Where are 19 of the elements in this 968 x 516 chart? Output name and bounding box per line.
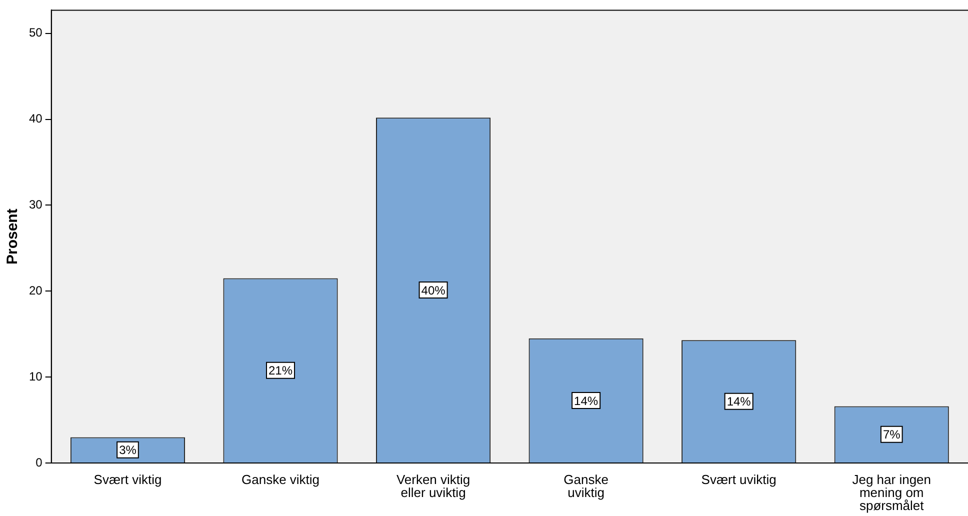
- y-tick-label: 30: [28, 198, 43, 212]
- x-tick-label: Ganske viktig: [241, 472, 320, 488]
- data-label: 3%: [119, 443, 137, 458]
- data-label: 21%: [268, 364, 293, 378]
- y-tick-label: 20: [28, 283, 43, 298]
- data-label: 14%: [574, 394, 598, 408]
- data-label: 7%: [882, 428, 901, 442]
- data-label: 40%: [421, 283, 446, 298]
- x-tick-label: Ganske uviktig: [564, 472, 608, 500]
- x-tick-label: Jeg har ingen mening om spørsmålet: [852, 472, 932, 514]
- y-tick-label: 50: [28, 26, 43, 40]
- x-tick-label: Verken viktig eller uviktig: [396, 472, 470, 500]
- y-tick-label: 10: [28, 369, 43, 384]
- data-label: 14%: [726, 394, 752, 409]
- x-tick-label: Svært uviktig: [701, 472, 776, 488]
- y-axis-title: Prosent: [4, 208, 22, 265]
- x-tick-label: Svært viktig: [94, 472, 162, 488]
- y-tick-label: 40: [28, 112, 43, 126]
- y-tick-label: 0: [36, 455, 43, 470]
